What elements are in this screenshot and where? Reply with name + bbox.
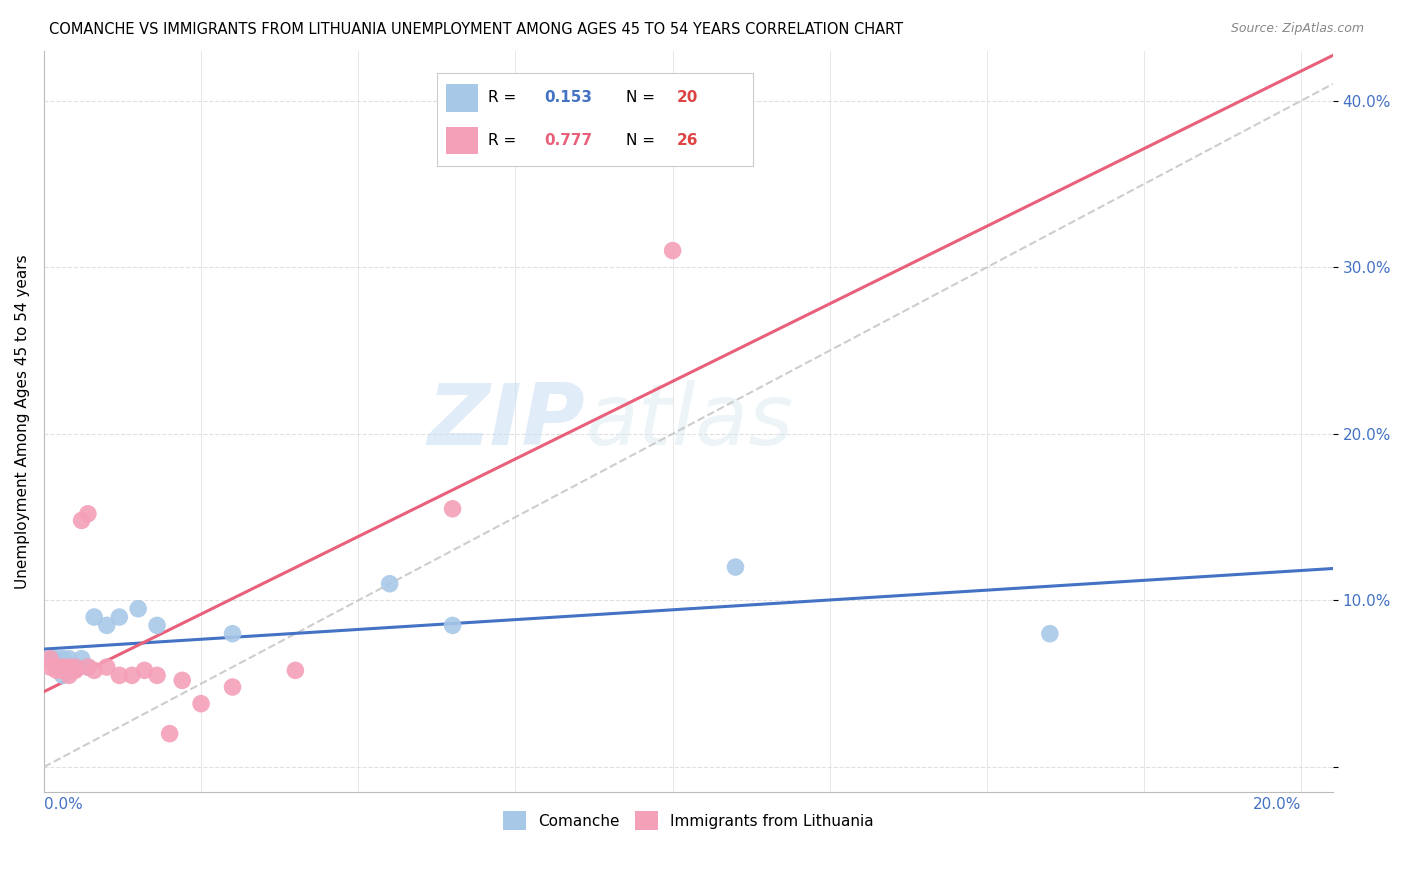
Point bbox=[70, 513, 93, 527]
Point bbox=[661, 244, 683, 258]
Point bbox=[39, 660, 62, 674]
Point bbox=[77, 507, 100, 521]
Point bbox=[45, 664, 67, 678]
Point bbox=[45, 660, 67, 674]
Point bbox=[52, 660, 75, 674]
Point bbox=[39, 651, 62, 665]
Point bbox=[441, 618, 464, 632]
Point bbox=[221, 626, 243, 640]
Point bbox=[58, 664, 80, 678]
Point bbox=[108, 610, 131, 624]
Point bbox=[45, 660, 67, 674]
Point bbox=[83, 610, 105, 624]
Point bbox=[65, 664, 87, 678]
Point bbox=[190, 697, 212, 711]
Text: ZIP: ZIP bbox=[427, 380, 585, 463]
Text: atlas: atlas bbox=[585, 380, 793, 463]
Point bbox=[146, 618, 169, 632]
Text: Source: ZipAtlas.com: Source: ZipAtlas.com bbox=[1230, 22, 1364, 36]
Point bbox=[159, 726, 181, 740]
Point bbox=[441, 501, 464, 516]
Point bbox=[134, 664, 156, 678]
Point bbox=[1039, 626, 1062, 640]
Point bbox=[65, 660, 87, 674]
Text: 0.0%: 0.0% bbox=[44, 797, 83, 812]
Text: COMANCHE VS IMMIGRANTS FROM LITHUANIA UNEMPLOYMENT AMONG AGES 45 TO 54 YEARS COR: COMANCHE VS IMMIGRANTS FROM LITHUANIA UN… bbox=[49, 22, 903, 37]
Point bbox=[108, 668, 131, 682]
Point bbox=[378, 576, 401, 591]
Point bbox=[77, 660, 100, 674]
Point bbox=[52, 651, 75, 665]
Point bbox=[172, 673, 194, 688]
Point bbox=[77, 660, 100, 674]
Y-axis label: Unemployment Among Ages 45 to 54 years: Unemployment Among Ages 45 to 54 years bbox=[15, 254, 30, 589]
Point bbox=[724, 560, 747, 574]
Point bbox=[58, 668, 80, 682]
Point bbox=[96, 660, 118, 674]
Point bbox=[58, 660, 80, 674]
Point bbox=[58, 651, 80, 665]
Point bbox=[52, 664, 75, 678]
Point bbox=[127, 601, 149, 615]
Point bbox=[52, 668, 75, 682]
Text: 20.0%: 20.0% bbox=[1253, 797, 1302, 812]
Point bbox=[284, 664, 307, 678]
Point bbox=[121, 668, 143, 682]
Point bbox=[221, 680, 243, 694]
Point bbox=[70, 651, 93, 665]
Point bbox=[146, 668, 169, 682]
Point bbox=[96, 618, 118, 632]
Point bbox=[45, 651, 67, 665]
Point bbox=[83, 664, 105, 678]
Point bbox=[65, 660, 87, 674]
Legend: Comanche, Immigrants from Lithuania: Comanche, Immigrants from Lithuania bbox=[496, 805, 880, 836]
Point bbox=[39, 651, 62, 665]
